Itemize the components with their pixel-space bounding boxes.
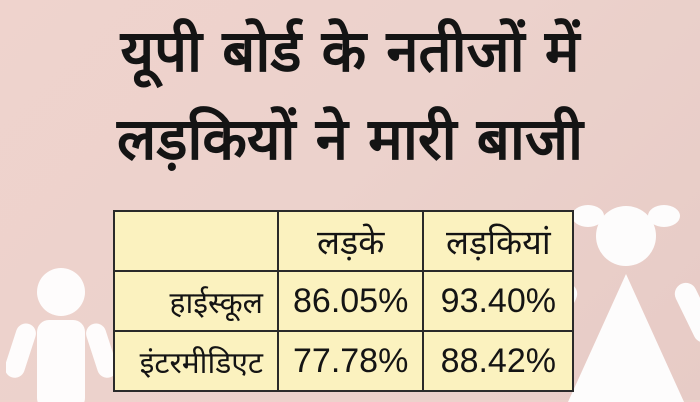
highschool-boys-value: 86.05% (276, 270, 425, 332)
table-row: हाईस्कूल 86.05% 93.40% (113, 270, 575, 332)
highschool-girls-value: 93.40% (422, 270, 575, 332)
boy-figure-icon (6, 268, 116, 402)
table-header-row: लड़के लड़कियां (113, 210, 575, 272)
header-cell-girls: लड़कियां (422, 210, 575, 272)
results-table: लड़के लड़कियां हाईस्कूल 86.05% 93.40% इं… (113, 210, 575, 392)
header-cell-boys: लड़के (276, 210, 425, 272)
row-label-highschool: हाईस्कूल (113, 270, 279, 332)
headline-line-2: लड़कियों ने मारी बाजी (117, 105, 583, 173)
table-row: इंटरमीडिएट 77.78% 88.42% (113, 330, 575, 392)
intermediate-girls-value: 88.42% (422, 330, 575, 392)
intermediate-boys-value: 77.78% (276, 330, 425, 392)
header-cell-empty (113, 210, 279, 272)
row-label-intermediate: इंटरमीडिएट (113, 330, 279, 392)
headline-line-1: यूपी बोर्ड के नतीजों में (120, 17, 580, 85)
